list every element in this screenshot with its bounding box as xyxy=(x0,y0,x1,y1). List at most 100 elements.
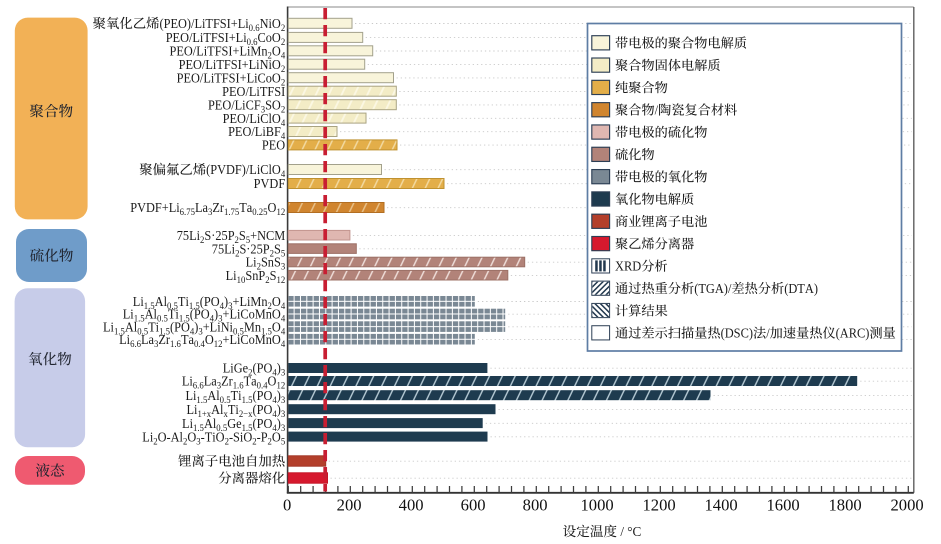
svg-text:Ta: Ta xyxy=(244,374,257,389)
svg-text:(PEO)/LiTFSI+Li: (PEO)/LiTFSI+Li xyxy=(160,16,249,31)
svg-text:0.4: 0.4 xyxy=(194,340,205,350)
svg-text:4: 4 xyxy=(281,52,286,62)
svg-text:Li: Li xyxy=(246,255,257,270)
svg-text:PEO/LiCF: PEO/LiCF xyxy=(208,97,261,112)
svg-text:+LiCoMnO: +LiCoMnO xyxy=(223,332,282,347)
svg-text:3: 3 xyxy=(154,340,159,350)
svg-text:200: 200 xyxy=(337,495,362,514)
svg-text:S·25P: S·25P xyxy=(239,241,269,256)
svg-text:4: 4 xyxy=(281,315,286,325)
svg-text:): ) xyxy=(277,416,281,431)
svg-text:S·25P: S·25P xyxy=(204,228,234,243)
svg-text:O: O xyxy=(205,332,214,347)
svg-text:0.25: 0.25 xyxy=(252,208,268,218)
svg-text:(PO: (PO xyxy=(252,402,272,417)
svg-text:3: 3 xyxy=(281,263,286,273)
svg-text:6.75: 6.75 xyxy=(180,208,196,218)
svg-text:2: 2 xyxy=(225,437,230,447)
svg-text:3: 3 xyxy=(198,327,203,337)
svg-text:4: 4 xyxy=(281,132,286,142)
svg-text:2: 2 xyxy=(235,236,240,246)
svg-text:Li: Li xyxy=(142,429,153,444)
svg-text:1.5: 1.5 xyxy=(261,327,272,337)
svg-text:+LiCoMnO: +LiCoMnO xyxy=(223,307,282,322)
svg-text:-P: -P xyxy=(257,429,268,444)
svg-text:/: / xyxy=(655,103,659,118)
svg-text:0.5: 0.5 xyxy=(216,424,227,434)
svg-text:NiO: NiO xyxy=(260,16,282,31)
svg-text:LiGe: LiGe xyxy=(223,361,248,376)
svg-text:0.5: 0.5 xyxy=(233,327,244,337)
svg-text:O: O xyxy=(272,429,281,444)
svg-text:(ARC): (ARC) xyxy=(836,326,870,341)
svg-text:1.5: 1.5 xyxy=(196,396,207,406)
svg-text:(PO: (PO xyxy=(170,319,190,334)
svg-text:Li: Li xyxy=(123,307,134,322)
svg-text:(PO: (PO xyxy=(252,388,272,403)
svg-text:1000: 1000 xyxy=(581,495,614,514)
svg-text:2: 2 xyxy=(235,249,240,259)
svg-text:0.5: 0.5 xyxy=(157,315,168,325)
svg-text:5: 5 xyxy=(246,236,251,246)
svg-text:PEO/LiTFSI+LiNiO: PEO/LiTFSI+LiNiO xyxy=(179,57,281,72)
svg-text:Zr: Zr xyxy=(158,332,170,347)
svg-text:(PO: (PO xyxy=(252,361,272,376)
svg-text:1.5: 1.5 xyxy=(242,424,253,434)
svg-text:/: / xyxy=(766,326,770,341)
svg-text:La: La xyxy=(204,374,217,389)
svg-text:Al: Al xyxy=(155,294,168,309)
svg-text:O: O xyxy=(187,429,196,444)
svg-text:3: 3 xyxy=(217,382,222,392)
svg-text:+LiMn: +LiMn xyxy=(233,294,268,309)
svg-text:3: 3 xyxy=(281,396,286,406)
svg-text:Mn: Mn xyxy=(244,319,261,334)
svg-text:4: 4 xyxy=(281,302,286,312)
svg-text:4: 4 xyxy=(220,302,225,312)
svg-text:/ °C: / °C xyxy=(617,524,641,539)
svg-text:2: 2 xyxy=(281,78,286,88)
svg-text:3: 3 xyxy=(196,437,201,447)
svg-text:75Li: 75Li xyxy=(212,241,236,256)
svg-text:0.5: 0.5 xyxy=(167,302,178,312)
svg-text:2−x: 2−x xyxy=(239,410,253,420)
svg-text:Ti: Ti xyxy=(178,294,189,309)
svg-text:O: O xyxy=(272,294,281,309)
svg-text:3: 3 xyxy=(208,208,213,218)
svg-text:0.5: 0.5 xyxy=(137,327,148,337)
svg-text:-SiO: -SiO xyxy=(229,429,253,444)
svg-text:(TGA)/: (TGA)/ xyxy=(694,281,732,296)
svg-text:Li: Li xyxy=(226,268,237,283)
svg-text:): ) xyxy=(214,307,218,322)
svg-text:2: 2 xyxy=(252,437,257,447)
svg-text:2: 2 xyxy=(281,105,286,115)
svg-text:5: 5 xyxy=(281,249,286,259)
svg-text:O: O xyxy=(272,44,281,59)
svg-text:Li: Li xyxy=(185,388,196,403)
svg-text:4: 4 xyxy=(281,327,286,337)
svg-text:(DTA): (DTA) xyxy=(784,281,818,296)
svg-text:Zr: Zr xyxy=(212,200,224,215)
svg-text:0.6: 0.6 xyxy=(247,38,258,48)
svg-text:1.5: 1.5 xyxy=(114,327,125,337)
svg-text:4: 4 xyxy=(210,315,215,325)
svg-text:2: 2 xyxy=(268,302,273,312)
svg-text:): ) xyxy=(224,294,228,309)
svg-text:3: 3 xyxy=(281,410,286,420)
svg-text:PEO/LiTFSI: PEO/LiTFSI xyxy=(222,84,285,99)
svg-text:3: 3 xyxy=(281,424,286,434)
svg-text:PEO/LiTFSI+LiCoO: PEO/LiTFSI+LiCoO xyxy=(177,70,282,85)
svg-text:Li: Li xyxy=(182,416,193,431)
svg-text:1.75: 1.75 xyxy=(224,208,240,218)
svg-text:1.5: 1.5 xyxy=(179,315,190,325)
svg-text:1800: 1800 xyxy=(829,495,862,514)
svg-text:Ti: Ti xyxy=(148,319,159,334)
svg-text:75Li: 75Li xyxy=(177,228,201,243)
svg-text:+NCM: +NCM xyxy=(250,228,285,243)
svg-text:La: La xyxy=(141,332,154,347)
svg-text:1200: 1200 xyxy=(643,495,676,514)
svg-text:Ti: Ti xyxy=(168,307,179,322)
svg-text:1.5: 1.5 xyxy=(144,302,155,312)
svg-text:10: 10 xyxy=(237,276,246,286)
svg-text:2: 2 xyxy=(153,437,158,447)
svg-text:Li: Li xyxy=(182,374,193,389)
